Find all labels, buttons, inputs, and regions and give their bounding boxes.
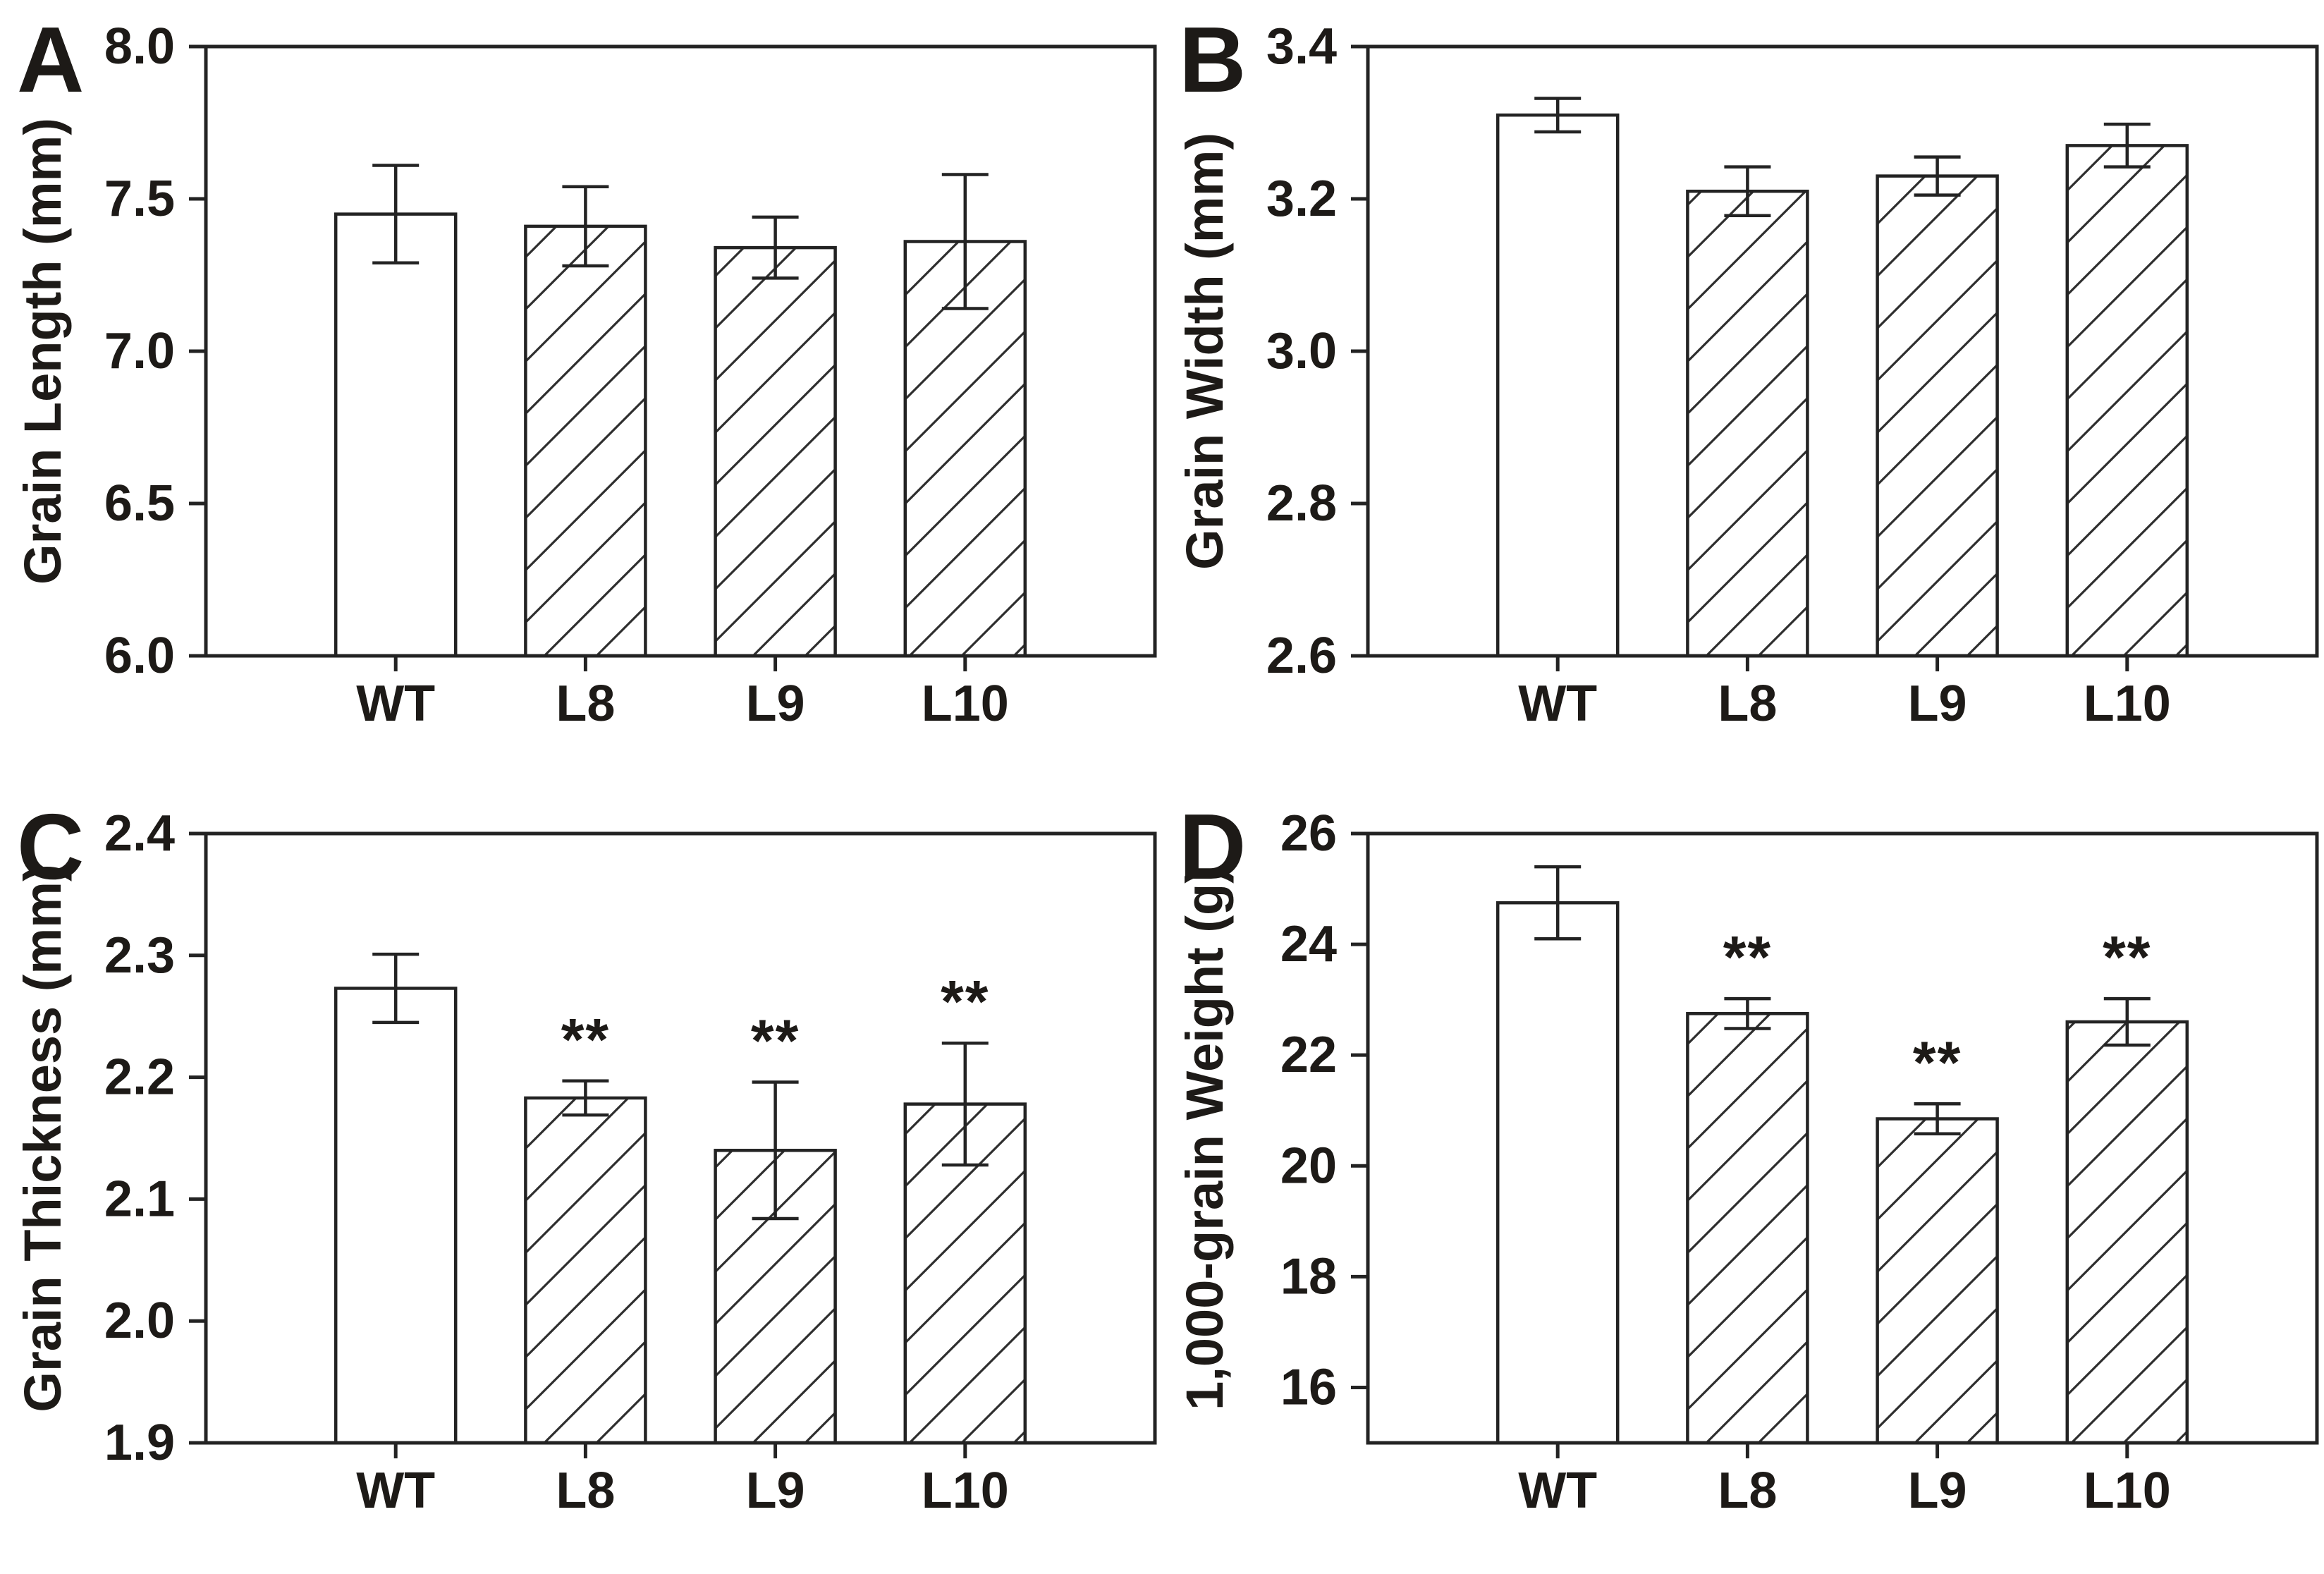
y-tick-label: 6.5: [104, 475, 175, 532]
panel-B: 2.6 2.8 3.0 3.2 3.4 WT L8 L9 L10 Grain Width (mm)…: [1162, 0, 2324, 787]
panel-letter: D: [1179, 795, 1246, 898]
bar-l9: [1876, 1117, 1999, 1445]
y-tick-label: 2.6: [1266, 628, 1337, 684]
error-bar: [752, 215, 799, 280]
y-tick-label: 20: [1280, 1137, 1337, 1194]
error-bar: [1914, 1102, 1961, 1135]
panel-A-chart: 6.0 6.5 7.0 7.5 8.0 WT L8 L9 L10 Grain Length (mm…: [13, 8, 1157, 732]
panel-letter: B: [1179, 8, 1246, 111]
bar-l8: [1686, 1012, 1809, 1445]
bar-l10: [2065, 1020, 2189, 1445]
category-label: WT: [1518, 676, 1597, 732]
y-axis-label: Grain Length (mm): [13, 118, 72, 585]
error-bar: [1724, 165, 1771, 218]
error-bar: [941, 1041, 989, 1167]
bar-l8: [524, 1096, 647, 1445]
error-bar: [1914, 155, 1961, 197]
significance-marker: **: [561, 1006, 610, 1073]
y-tick-label: 3.4: [1266, 18, 1337, 75]
y-tick-label: 7.5: [104, 171, 175, 227]
y-tick-label: 18: [1280, 1248, 1337, 1305]
category-label: L10: [922, 1463, 1009, 1519]
panel-C-chart: ** ** ** 1.9 2.0 2.1 2.2 2.3 2.4 WT L8 L9 L10 Grain T…: [13, 795, 1157, 1519]
plot-border: [1366, 831, 2319, 1445]
significance-marker: **: [2103, 924, 2151, 990]
y-tick-label: 22: [1280, 1027, 1337, 1083]
significance-marker: **: [1913, 1029, 1962, 1095]
panel-D: ** ** ** 16 18 20 22 24 26 WT L8 L9 L10 1,000-grain W…: [1162, 787, 2324, 1574]
category-label: L10: [2084, 676, 2171, 732]
y-tick-label: 3.0: [1266, 323, 1337, 379]
y-tick-label: 8.0: [104, 18, 175, 75]
error-bar: [941, 173, 989, 310]
panel-letter: C: [17, 795, 84, 898]
panel-C: ** ** ** 1.9 2.0 2.1 2.2 2.3 2.4 WT L8 L9 L10 Grain T…: [0, 787, 1162, 1574]
bar-wt: [1496, 113, 1620, 658]
y-tick-label: 6.0: [104, 628, 175, 684]
category-label: L10: [922, 676, 1009, 732]
error-bar: [562, 1079, 609, 1117]
category-label: L10: [2084, 1463, 2171, 1519]
category-label: WT: [356, 1463, 435, 1519]
y-tick-label: 2.3: [104, 927, 175, 984]
y-tick-label: 16: [1280, 1359, 1337, 1415]
category-label: WT: [1518, 1463, 1597, 1519]
panel-D-chart: ** ** ** 16 18 20 22 24 26 WT L8 L9 L10 1,000-grain W…: [1175, 795, 2319, 1519]
y-tick-label: 2.2: [104, 1049, 175, 1106]
panel-B-chart: 2.6 2.8 3.0 3.2 3.4 WT L8 L9 L10 Grain Width (mm)…: [1175, 8, 2319, 732]
y-tick-label: 2.1: [104, 1171, 175, 1227]
error-bar: [372, 164, 420, 264]
y-tick-label: 24: [1280, 916, 1337, 972]
y-tick-label: 2.8: [1266, 475, 1337, 532]
y-tick-label: 2.0: [104, 1293, 175, 1349]
bar-l8: [1686, 189, 1809, 658]
error-bar: [1724, 996, 1771, 1030]
category-label: L8: [556, 1463, 615, 1519]
y-axis-label: Grain Width (mm): [1175, 133, 1234, 570]
category-label: L9: [1908, 1463, 1967, 1519]
bar-wt: [334, 212, 458, 658]
error-bar: [1534, 97, 1582, 134]
bar-wt: [334, 987, 458, 1445]
category-label: L9: [1908, 676, 1967, 732]
error-bar: [2103, 996, 2151, 1047]
y-tick-label: 1.9: [104, 1415, 175, 1471]
plot-border: [204, 831, 1157, 1445]
category-label: L8: [556, 676, 615, 732]
significance-marker: **: [1723, 924, 1772, 990]
panel-A: 6.0 6.5 7.0 7.5 8.0 WT L8 L9 L10 Grain Length (mm…: [0, 0, 1162, 787]
bar-l9: [1876, 174, 1999, 658]
significance-marker: **: [751, 1008, 800, 1074]
error-bar: [752, 1080, 799, 1221]
y-tick-label: 3.2: [1266, 171, 1337, 227]
bar-l9: [714, 245, 837, 658]
category-label: L8: [1718, 676, 1777, 732]
error-bar: [562, 185, 609, 268]
category-label: WT: [356, 676, 435, 732]
bar-l10: [2065, 144, 2189, 658]
category-label: L9: [746, 1463, 805, 1519]
panel-letter: A: [17, 8, 84, 111]
bar-l8: [524, 224, 647, 658]
error-bar: [2103, 122, 2151, 169]
category-label: L9: [746, 676, 805, 732]
category-label: L8: [1718, 1463, 1777, 1519]
y-tick-label: 26: [1280, 805, 1337, 862]
bar-l10: [903, 240, 1027, 658]
y-axis-label: 1,000-grain Weight (g): [1175, 866, 1234, 1410]
significance-marker: **: [941, 968, 989, 1035]
y-tick-label: 2.4: [104, 805, 175, 862]
error-bar: [1534, 865, 1582, 941]
error-bar: [372, 952, 420, 1025]
y-tick-label: 7.0: [104, 323, 175, 379]
y-axis-label: Grain Thickness (mm): [13, 864, 72, 1412]
bar-wt: [1496, 901, 1620, 1445]
